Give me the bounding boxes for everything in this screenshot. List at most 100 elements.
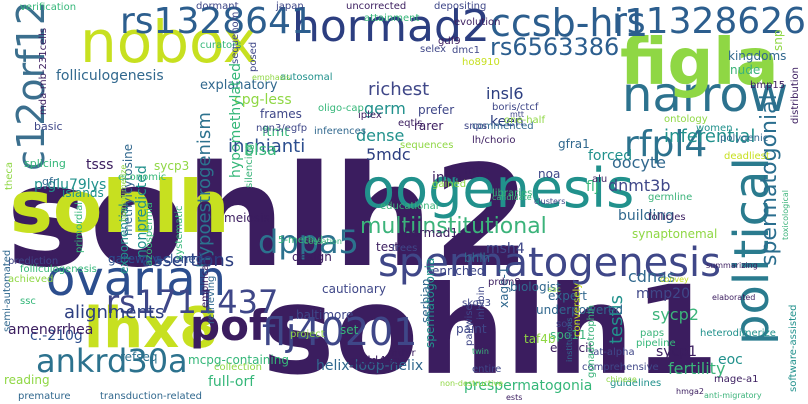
cloud-word: meiosis [224,211,270,225]
cloud-word: folliculogenesis [56,68,164,84]
cloud-word: commenced [472,121,534,132]
cloud-word: deadliest [724,151,770,162]
cloud-word: boris/ctcf [492,102,539,113]
cloud-word: helix-loop-helix [316,358,423,374]
cloud-word: tsss [86,157,113,173]
cloud-word: rs1328626 [612,1,806,42]
cloud-word: depositing [434,1,486,12]
cloud-word: polygenic [720,133,768,144]
cloud-word: non-destructive [440,379,503,388]
cloud-word: software-assisted [788,304,799,392]
cloud-word: full-orf [208,374,255,390]
cloud-word: narrow [622,67,788,123]
cloud-word: twin [472,347,489,356]
cloud-word: inhibin [476,286,487,320]
cloud-word: building [618,208,674,224]
cloud-word: ccsb-hi1 [490,1,648,45]
cloud-word: empirical [200,262,211,308]
cloud-word: gonadotrophin [586,305,597,378]
cloud-word: sox3 [556,319,579,330]
cloud-word: silencing [244,144,255,188]
cloud-word: sycp3 [154,159,189,173]
cloud-word: spo11 [550,328,586,342]
cloud-word: oligo-cap [318,103,364,114]
cloud-word: trees [392,243,417,254]
cloud-word: uncorrected [346,1,406,12]
cloud-word: serbian [419,279,433,323]
cloud-word: conversely [572,283,583,337]
cloud-word: dmc1 [452,45,480,56]
cloud-word: assertions [142,250,234,271]
cloud-word: forced [588,148,632,164]
cloud-word: bhlh [464,251,490,265]
cloud-word: comprehensive [582,362,659,373]
cloud-word: oocyte [612,153,666,172]
cloud-word: refseq [120,350,158,364]
cloud-word: rs1711437 [106,283,278,321]
cloud-word: cdnas [628,267,675,286]
cloud-word: c12orf12 [9,1,53,171]
cloud-word: attainment [364,13,419,24]
cloud-word: 5-methyl [278,235,323,246]
cloud-word: ankrd30a [36,342,188,380]
cloud-word: dormant [196,1,239,12]
cloud-word: premature [18,391,71,402]
cloud-word: ftmt [262,125,289,140]
cloud-word: hormad2 [292,1,490,52]
cloud-word: collection [214,362,262,373]
cloud-word: mmp20 [636,286,690,302]
cloud-word: pairwise [464,304,475,346]
cloud-word: retrieving [206,276,217,324]
cloud-word: mgc [464,163,490,177]
cloud-word: dnmt3b [608,176,671,195]
cloud-word: oogenesis [362,157,634,220]
cloud-word: inha [432,170,462,186]
cloud-word: convey [660,275,689,284]
cloud-word: testis [606,295,627,344]
cloud-word: baltimore [296,308,353,322]
cloud-word: systematic [174,206,185,260]
cloud-word: chinese [606,375,637,384]
cloud-word: kingdoms [728,49,786,63]
cloud-word: insl6 [486,84,524,103]
cloud-word: xage-1 [497,267,511,308]
cloud-word: primordial [74,202,85,253]
cloud-word: expert [548,289,587,303]
cloud-word: noa [538,167,560,181]
cloud-word: curators [200,40,241,51]
cloud-word: gfr [42,175,58,188]
cloud-word: reading [4,373,50,387]
cloud-word: biologist [510,280,561,294]
cloud-word: alignments [64,302,164,323]
cloud-word: transduction-related [100,391,202,402]
cloud-word: paint [456,322,487,336]
cloud-word: toxicological [781,190,790,240]
cloud-word: basic [34,120,63,133]
cloud-word: prdm9 [488,277,521,288]
cloud-word: cautionary [322,282,386,296]
cloud-word: iplex [358,110,382,121]
cloud-word: evolution [454,17,500,28]
cloud-word: spermatogonial [757,94,782,266]
cloud-word: rarer [414,119,443,133]
cloud-word: japan [275,1,304,12]
cloud-word: ovarian [46,251,226,307]
cloud-word: institutions [565,317,574,362]
cloud-word: selex [420,44,446,55]
cloud-word: heterodimerize [700,328,776,339]
cloud-word: inchianti [228,136,305,157]
cloud-word: theca [4,162,15,190]
cloud-word: germline [648,192,692,203]
cloud-word: eqtls [398,118,422,129]
cloud-word: hormad1 [404,226,458,240]
cloud-word: rfpl4 [624,124,707,165]
cloud-word: islands [62,186,104,200]
cloud-word: spermatogonia [423,258,437,348]
cloud-word: achieved [8,274,53,285]
cloud-word: verification [20,2,76,13]
cloud-word: sohlh [10,165,230,249]
cloud-word: nonpredicted [134,165,150,258]
cloud-word: exponential [117,203,131,274]
